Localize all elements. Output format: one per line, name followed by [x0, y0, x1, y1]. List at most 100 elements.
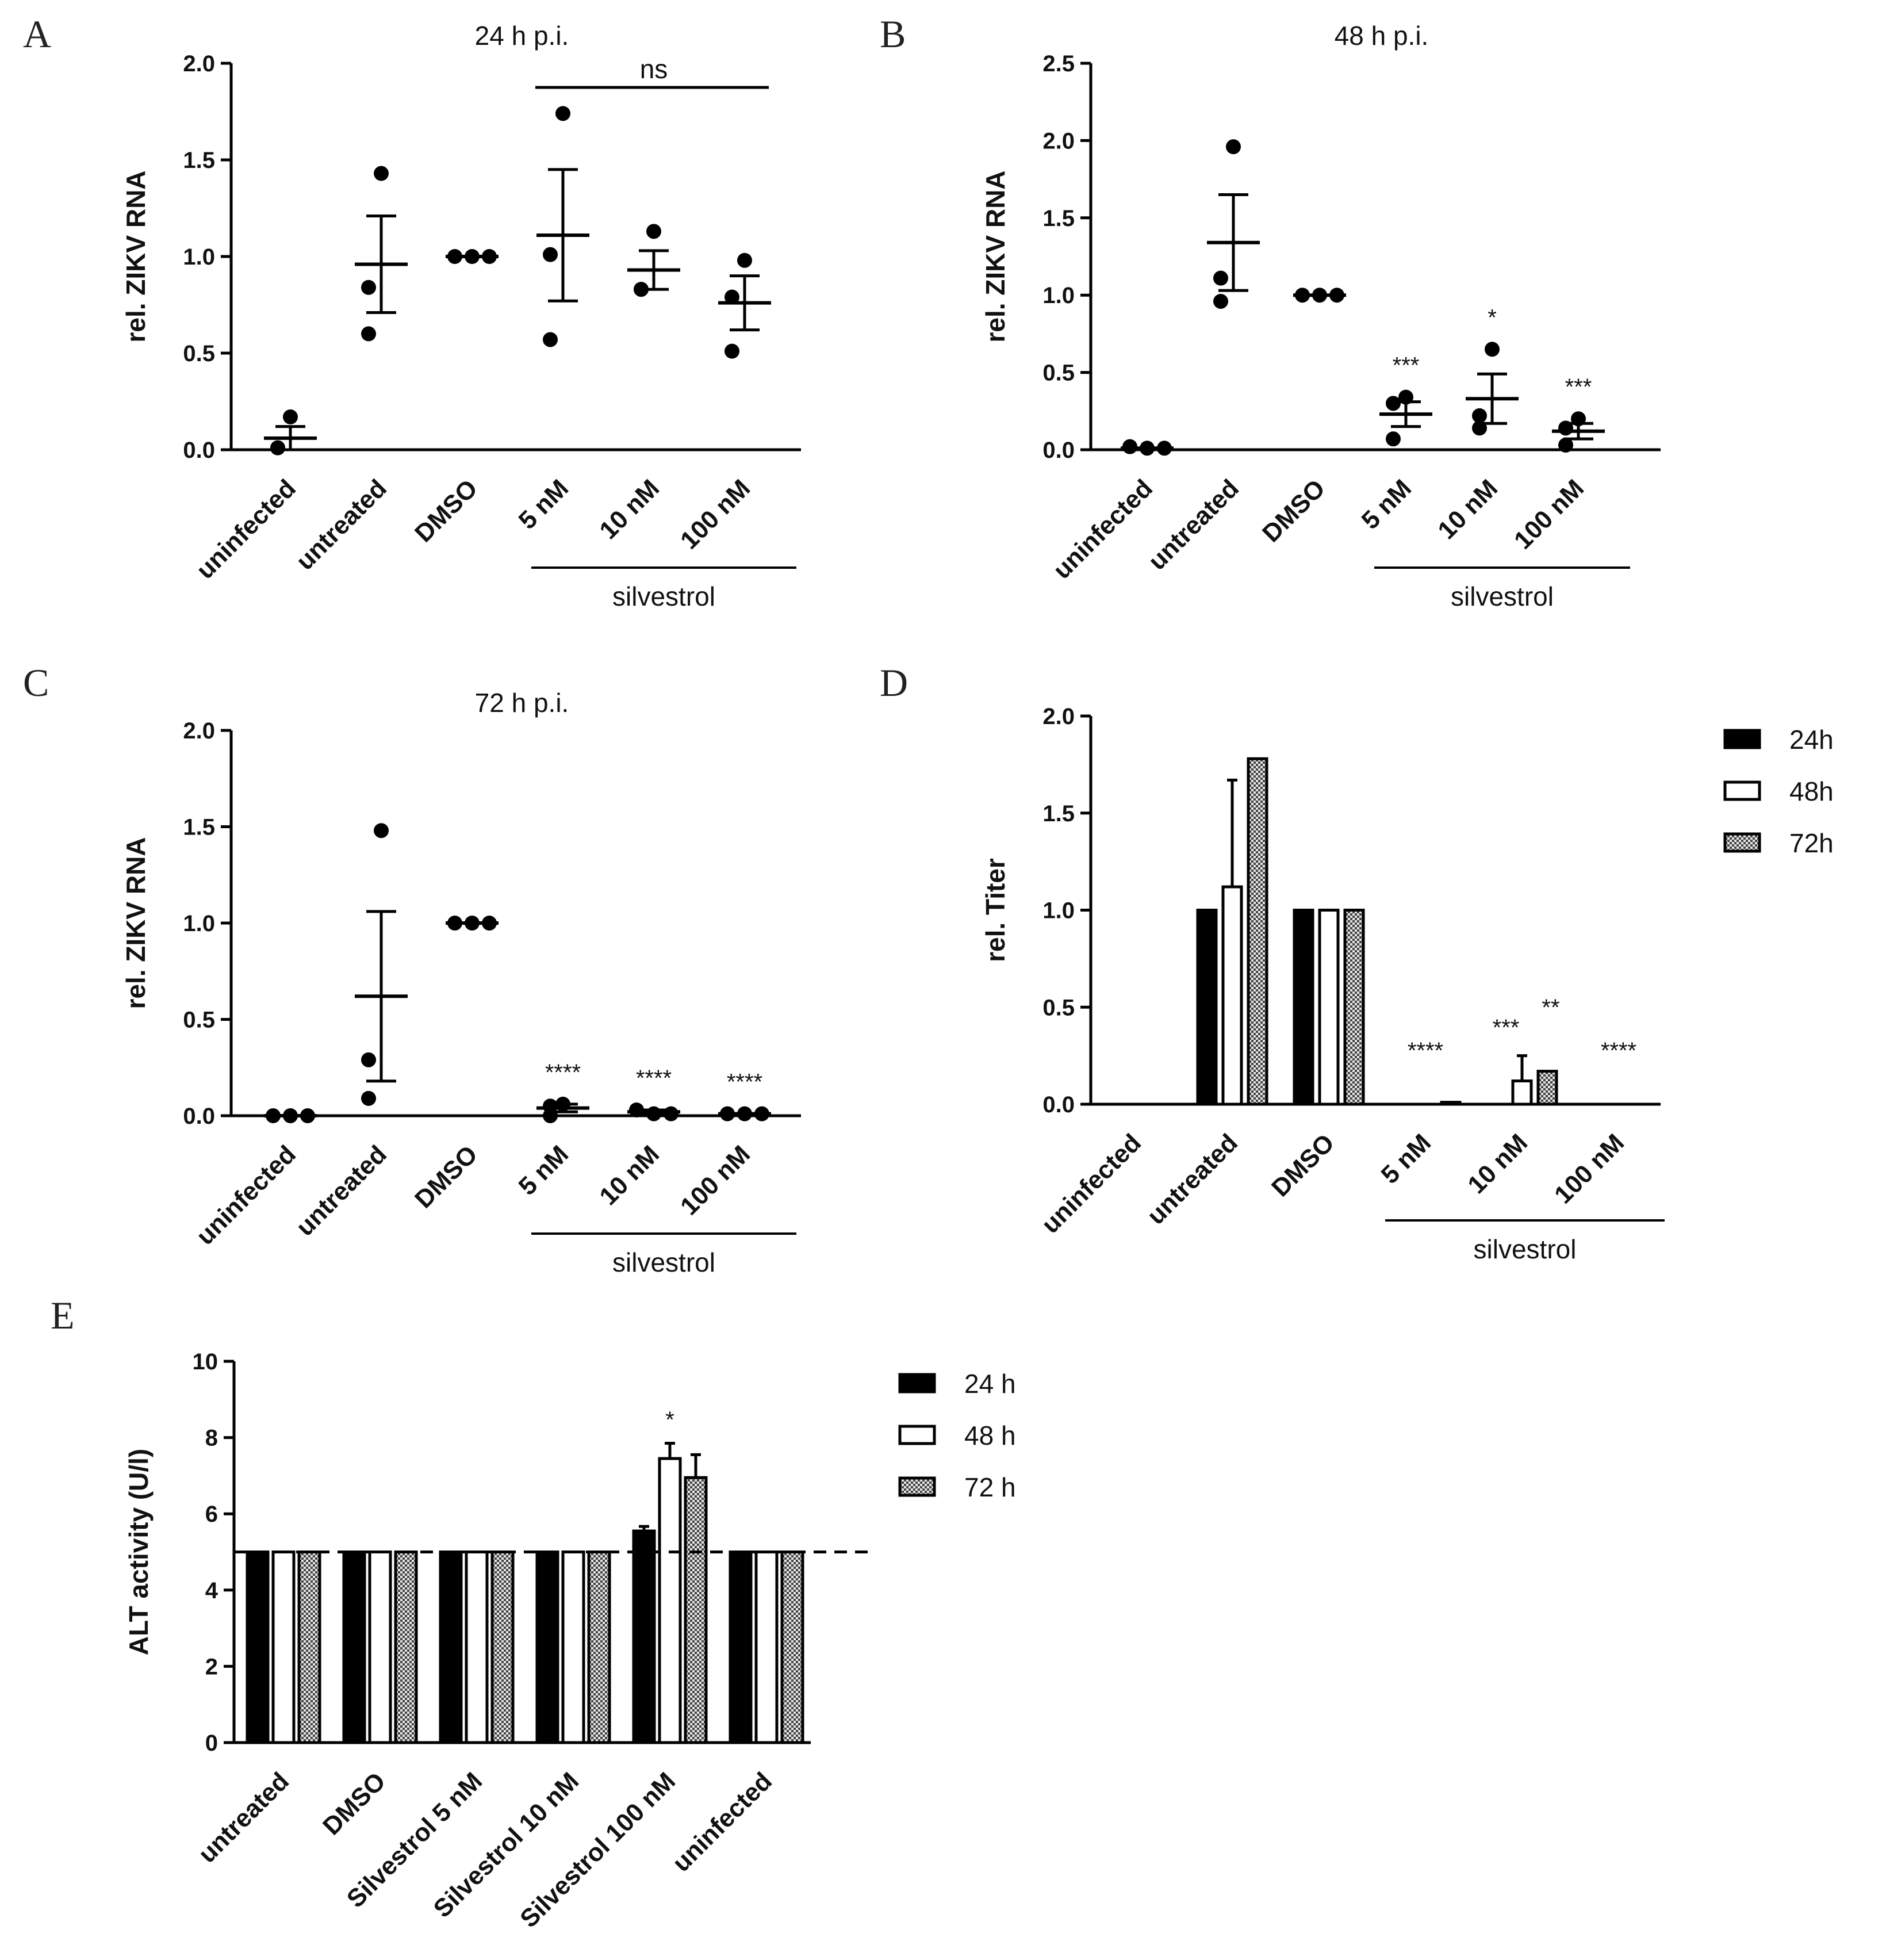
data-point	[1329, 288, 1344, 303]
category-label: untreated	[1143, 474, 1244, 575]
data-point	[664, 1106, 678, 1121]
data-point	[1157, 441, 1172, 456]
y-tick-label: 1.0	[183, 911, 215, 936]
category-label: 10 nM	[594, 1140, 665, 1211]
bar	[1318, 909, 1340, 1106]
bar	[632, 1529, 656, 1744]
data-point	[283, 1108, 298, 1123]
bar	[394, 1551, 418, 1744]
category-label: 10 nM	[1432, 474, 1503, 545]
bar	[439, 1551, 463, 1744]
data-point	[543, 1108, 558, 1123]
category-label: uninfected	[667, 1767, 777, 1877]
y-tick-label: 1.5	[1042, 206, 1075, 231]
y-tick-label: 2.0	[1042, 128, 1075, 154]
data-point	[465, 249, 480, 264]
data-point	[1213, 270, 1228, 286]
data-point	[1140, 441, 1155, 456]
category-label: 10 nM	[594, 474, 665, 545]
data-point	[1312, 288, 1327, 303]
bar	[1293, 909, 1314, 1106]
data-point	[1485, 342, 1500, 357]
data-point	[1213, 293, 1228, 309]
significance-marker: ****	[636, 1066, 672, 1091]
data-point	[374, 823, 389, 839]
bar	[587, 1551, 611, 1744]
data-point	[482, 249, 497, 264]
data-point	[629, 1102, 644, 1117]
category-label: DMSO	[409, 1140, 483, 1213]
legend-label: 48h	[1789, 776, 1834, 806]
bar	[754, 1551, 779, 1744]
significance-marker: *	[1488, 305, 1497, 330]
panel-letter: A	[23, 12, 51, 56]
data-point	[465, 916, 480, 931]
category-label: uninfected	[191, 474, 301, 584]
data-point	[720, 1106, 735, 1121]
data-point	[1472, 408, 1487, 423]
legend-label: 72h	[1789, 828, 1834, 858]
data-point	[724, 289, 739, 305]
significance-marker: ****	[1601, 1038, 1636, 1063]
panel-title: 24 h p.i.	[475, 21, 569, 51]
data-point	[1386, 431, 1401, 447]
data-point	[266, 1108, 281, 1123]
legend-label: 24 h	[964, 1369, 1016, 1399]
panel-letter: C	[23, 661, 49, 705]
data-point	[361, 1052, 376, 1067]
group-label: silvestrol	[1451, 581, 1554, 611]
data-point	[555, 106, 570, 121]
data-point	[1472, 420, 1487, 436]
bar	[1511, 1079, 1533, 1106]
category-label: 10 nM	[1462, 1128, 1533, 1199]
data-point	[555, 1096, 570, 1112]
data-point	[646, 224, 661, 239]
bar	[342, 1551, 366, 1744]
y-tick-label: 4	[205, 1578, 218, 1603]
data-point	[1122, 439, 1137, 454]
category-label: 100 nM	[675, 474, 756, 554]
y-tick-label: 0.0	[183, 1104, 215, 1129]
y-tick-label: 2	[205, 1654, 218, 1679]
data-point	[283, 409, 298, 424]
data-point	[1295, 288, 1310, 303]
y-tick-label: 1.5	[183, 815, 215, 840]
y-tick-label: 2.5	[1042, 51, 1075, 76]
data-point	[447, 916, 462, 931]
group-label: silvestrol	[612, 581, 715, 611]
category-label: DMSO	[317, 1767, 391, 1840]
bar	[1343, 909, 1365, 1106]
data-point	[1226, 139, 1241, 155]
y-tick-label: 0.5	[1042, 995, 1075, 1020]
data-point	[754, 1106, 769, 1121]
y-tick-label: 0	[205, 1731, 218, 1756]
data-point	[447, 249, 462, 264]
category-label: 100 nM	[1549, 1128, 1630, 1209]
category-label: untreated	[193, 1767, 294, 1868]
panel-letter: E	[51, 1293, 75, 1337]
bar	[465, 1551, 489, 1744]
legend-label: 24h	[1789, 725, 1834, 755]
y-tick-label: 0.5	[1042, 361, 1075, 386]
y-axis-label: rel. ZIKV RNA	[980, 170, 1010, 342]
bar	[368, 1551, 392, 1744]
y-tick-label: 2.0	[1042, 704, 1075, 729]
bar	[246, 1551, 270, 1744]
y-tick-label: 0.0	[1042, 438, 1075, 463]
data-point	[1398, 389, 1413, 405]
category-label: untreated	[291, 1140, 392, 1241]
bar	[271, 1551, 296, 1744]
category-label: uninfected	[1036, 1128, 1147, 1239]
y-tick-label: 1.5	[1042, 801, 1075, 826]
significance-marker: ***	[1565, 374, 1592, 400]
panel-title: 48 h p.i.	[1335, 21, 1429, 51]
group-label: silvestrol	[612, 1247, 715, 1277]
data-point	[724, 343, 739, 359]
bar	[1247, 757, 1268, 1106]
data-point	[1558, 437, 1573, 453]
bar	[1196, 909, 1218, 1106]
y-axis-label: rel. Titer	[980, 858, 1010, 962]
y-tick-label: 0.0	[183, 438, 215, 463]
legend-swatch	[898, 1373, 936, 1394]
